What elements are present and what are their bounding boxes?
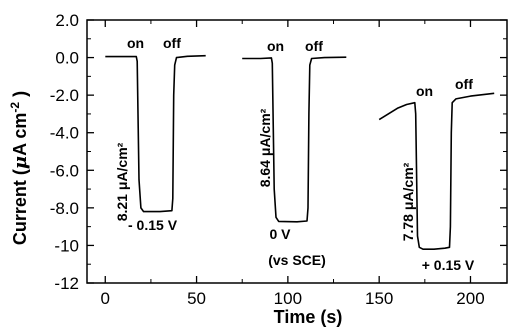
x-tick-label-0: 0 [101,289,110,308]
x-tick-label-200: 200 [456,289,484,308]
annotation-on-1: on [127,35,144,51]
y-tick-label-4: -6.0 [50,161,79,180]
annotation-on-2: on [267,38,284,54]
y-axis-title-sup: -2 [8,102,22,113]
series-line-1 [105,54,206,213]
y-tick-label-2: -2.0 [50,86,79,105]
y-axis-title-mu: μ [10,156,31,169]
annotation-bias-2: 0 V [269,226,291,242]
y-tick-label-3: -4.0 [50,124,79,143]
y-axis-title-pre: Current ( [10,169,30,245]
y-axis-title-post: ) [10,91,30,102]
annotation-off-2: off [305,38,323,54]
series-line-3 [378,92,495,250]
x-tick-label-100: 100 [274,289,302,308]
annotation-bias-1: - 0.15 V [128,217,178,233]
y-tick-label-7: -12 [54,274,79,293]
y-tick-label-5: -8.0 [50,199,79,218]
y-tick-label-0: 2.0 [55,11,79,30]
annotation-current-1: 8.21 μA/cm² [114,142,130,221]
annotation-off-3: off [455,76,473,92]
y-axis-title: Current (μA cm-2 ) [8,91,31,245]
y-tick-label-1: 0.0 [55,49,79,68]
annotation-bias-2-reference: (vs SCE) [268,252,326,268]
y-tick-label-6: -10 [54,236,79,255]
x-axis-title: Time (s) [274,307,343,327]
annotation-bias-3: + 0.15 V [422,257,475,273]
annotation-on-3: on [416,83,433,99]
annotation-current-3: 7.78 μA/cm² [400,162,416,241]
x-tick-label-50: 50 [187,289,206,308]
plot-area [105,54,495,250]
axes: 0 50 100 150 200 2.0 0.0 -2.0 -4.0 -6.0 -8.0 -10 -12 [50,11,508,308]
annotation-current-2: 8.64 μA/cm² [257,108,273,187]
x-tick-label-150: 150 [365,289,393,308]
annotation-off-1: off [163,35,181,51]
y-axis-title-mid: A cm [10,113,30,156]
series-line-2 [242,56,347,223]
